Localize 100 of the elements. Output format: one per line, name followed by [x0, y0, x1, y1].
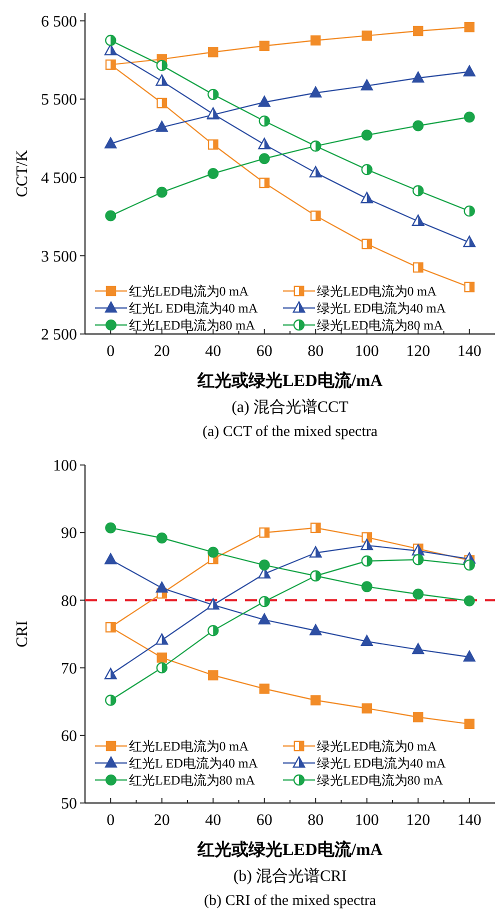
point	[104, 137, 117, 148]
point	[362, 703, 372, 714]
legend-label: 绿光LED电流为0 mA	[317, 738, 438, 754]
point	[463, 65, 476, 76]
point	[208, 546, 219, 558]
point	[309, 166, 322, 178]
y-tick-label: 3 500	[41, 248, 77, 266]
point	[412, 588, 424, 600]
y-tick-label: 6 500	[41, 13, 77, 30]
point	[464, 22, 474, 32]
point	[361, 555, 372, 567]
x-tick-label: 120	[406, 812, 430, 829]
point	[412, 554, 424, 566]
point	[310, 624, 322, 636]
point	[156, 120, 168, 132]
point	[360, 192, 374, 204]
point	[412, 262, 424, 273]
point	[156, 186, 168, 198]
point	[208, 168, 219, 179]
y-tick-label: 90	[61, 525, 77, 542]
point	[105, 210, 116, 222]
point	[361, 164, 372, 176]
y-axis-title: CRI	[14, 620, 31, 648]
x-tick-label: 80	[308, 812, 324, 829]
point	[362, 238, 372, 250]
point	[412, 71, 424, 83]
point	[463, 650, 476, 662]
point	[208, 139, 218, 150]
y-tick-label: 80	[61, 592, 77, 610]
x-tick-label: 100	[354, 812, 379, 829]
x-tick-label: 80	[308, 343, 324, 360]
x-tick-label: 60	[256, 343, 272, 360]
x-tick-label: 20	[154, 343, 170, 360]
point	[259, 527, 270, 538]
point	[156, 633, 168, 645]
legend-label: 红光LED电流为80 mA	[129, 318, 256, 333]
point	[105, 694, 116, 706]
point	[412, 214, 424, 226]
point	[156, 74, 168, 86]
legend-label: 红光L ED电流为40 mA	[129, 300, 258, 316]
legend-label: 绿光LED电流为0 mA	[317, 284, 438, 299]
point	[412, 185, 424, 196]
point	[208, 88, 219, 100]
legend-label: 绿光LED电流为80 mA	[317, 318, 444, 333]
point	[156, 652, 167, 663]
point	[413, 26, 424, 36]
point	[258, 153, 270, 164]
text: (b) 混合光谱CRI	[233, 867, 347, 885]
text: (b) CRI of the mixed spectra	[204, 893, 376, 909]
x-tick-label: 0	[106, 812, 115, 829]
point	[259, 178, 270, 188]
point	[464, 112, 475, 123]
point	[310, 86, 322, 98]
text: (a) CCT of the mixed spectra	[202, 424, 378, 440]
point	[105, 522, 116, 534]
y-tick-label: 70	[61, 660, 77, 678]
point	[258, 96, 270, 107]
point	[310, 35, 321, 46]
legend-label: 绿光L ED电流为40 mA	[317, 756, 446, 771]
point	[464, 282, 475, 292]
point	[360, 538, 374, 550]
point	[208, 47, 218, 58]
y-tick-label: 50	[61, 796, 77, 813]
x-tick-label: 0	[106, 343, 115, 360]
legend-label: 红光LED电流为80 mA	[129, 772, 256, 788]
y-tick-label: 100	[53, 458, 77, 475]
x-tick-label: 40	[205, 343, 222, 360]
point	[464, 595, 475, 606]
point	[463, 236, 476, 248]
point	[310, 210, 321, 221]
point	[104, 553, 117, 564]
y-axis-title: CCT/K	[14, 150, 31, 198]
legend-label: 红光LED电流为0 mA	[129, 738, 250, 754]
text: (a) 混合光谱CCT	[232, 398, 349, 416]
point	[104, 668, 117, 680]
y-tick-label: 5 500	[41, 92, 77, 109]
point	[208, 670, 218, 680]
legend-label: 红光LED电流为0 mA	[129, 284, 250, 299]
point	[156, 581, 168, 593]
point	[360, 634, 373, 646]
point	[208, 625, 219, 636]
point	[259, 684, 270, 694]
point	[464, 559, 475, 571]
point	[156, 662, 168, 674]
point	[258, 138, 271, 150]
legend-label: 红光L ED电流为40 mA	[129, 756, 258, 771]
point	[156, 532, 168, 544]
point	[412, 642, 424, 654]
x-tick-label: 20	[154, 812, 170, 829]
point	[310, 695, 321, 706]
y-tick-label: 2 500	[41, 326, 77, 344]
point	[309, 546, 322, 558]
point	[412, 120, 424, 132]
x-axis-title: 红光或绿光LED电流/mA	[196, 371, 384, 390]
point	[413, 712, 424, 722]
point	[156, 98, 168, 108]
x-axis-title: 红光或绿光LED电流/mA	[196, 840, 384, 859]
point	[105, 34, 116, 46]
x-tick-label: 100	[354, 343, 379, 360]
point	[258, 560, 270, 571]
